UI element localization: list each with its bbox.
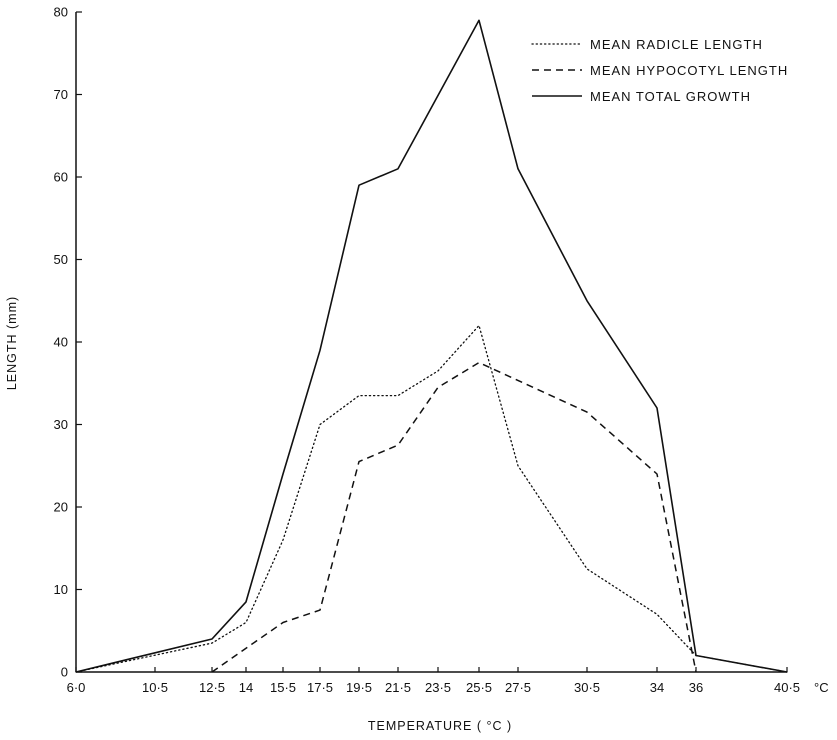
axes: 0 10 20 30 40 50 60 70 80 6·0 10·5 12·5 14 15·5 17·5 19…: [54, 5, 800, 696]
x-tick-label: 36: [689, 680, 703, 695]
y-tick-label: 0: [61, 665, 68, 680]
x-tick-label: 30·5: [574, 680, 600, 695]
y-tick-label: 30: [54, 417, 68, 432]
legend-label: MEAN HYPOCOTYL LENGTH: [590, 63, 788, 78]
legend-label: MEAN RADICLE LENGTH: [590, 37, 763, 52]
x-tick-label: 12·5: [199, 680, 225, 695]
x-tick-label: 6·0: [67, 680, 86, 695]
y-tick-label: 10: [54, 582, 68, 597]
y-tick-label: 80: [54, 5, 68, 20]
x-tick-label: 27·5: [505, 680, 531, 695]
series-lines: [75, 19, 788, 673]
y-axis-label: LENGTH (mm): [5, 296, 19, 390]
x-tick-label: 21·5: [385, 680, 411, 695]
x-tick-label: 17·5: [307, 680, 333, 695]
series-line-dashed: [211, 361, 697, 673]
y-tick-label: 60: [54, 170, 68, 185]
x-axis-label: TEMPERATURE ( °C ): [368, 719, 512, 733]
y-tick-label: 50: [54, 252, 68, 267]
y-tick-label: 40: [54, 335, 68, 350]
series-line-solid: [75, 19, 788, 673]
x-tick-label: 15·5: [270, 680, 296, 695]
x-tick-label: 10·5: [142, 680, 168, 695]
x-tick-label: 23·5: [425, 680, 451, 695]
y-tick-label: 20: [54, 500, 68, 515]
x-tick-label: 14: [239, 680, 253, 695]
x-tick-label: 19·5: [346, 680, 372, 695]
x-tick-label: 34: [650, 680, 664, 695]
x-tick-label: 40·5: [774, 680, 800, 695]
legend-label: MEAN TOTAL GROWTH: [590, 89, 751, 104]
x-tick-label: 25·5: [466, 680, 492, 695]
x-axis-unit-label: °C: [814, 680, 829, 695]
y-tick-label: 70: [54, 87, 68, 102]
series-line-dotted: [75, 324, 788, 673]
legend: MEAN RADICLE LENGTH MEAN HYPOCOTYL LENGTH…: [531, 37, 788, 104]
